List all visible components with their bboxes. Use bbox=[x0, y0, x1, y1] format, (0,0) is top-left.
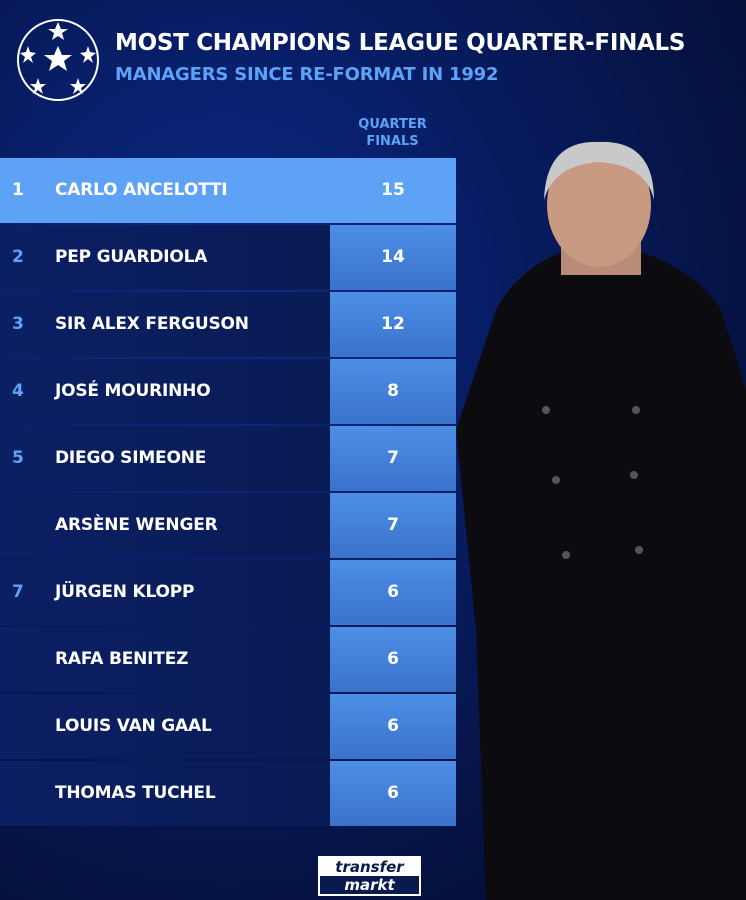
table-row: 2 PEP GUARDIOLA 14 bbox=[0, 225, 456, 290]
quarter-finals-value: 6 bbox=[330, 560, 456, 625]
quarter-finals-value: 6 bbox=[330, 761, 456, 826]
table-row: ARSÈNE WENGER 7 bbox=[0, 493, 456, 558]
table-row: 5 DIEGO SIMEONE 7 bbox=[0, 426, 456, 491]
manager-photo bbox=[456, 141, 746, 900]
rank-cell: 5 bbox=[12, 448, 24, 468]
manager-name: PEP GUARDIOLA bbox=[55, 247, 208, 267]
manager-name: JOSÉ MOURINHO bbox=[55, 381, 211, 401]
quarter-finals-value: 6 bbox=[330, 627, 456, 692]
table-row: RAFA BENITEZ 6 bbox=[0, 627, 456, 692]
column-header-line1: QUARTER bbox=[358, 117, 427, 132]
champions-league-starball-logo bbox=[17, 19, 99, 101]
rank-cell: 2 bbox=[12, 247, 24, 267]
column-header-quarter-finals: QUARTER FINALS bbox=[330, 116, 455, 150]
table-row: 3 SIR ALEX FERGUSON 12 bbox=[0, 292, 456, 357]
manager-name: CARLO ANCELOTTI bbox=[55, 180, 228, 200]
manager-name: LOUIS VAN GAAL bbox=[55, 716, 212, 736]
page-subtitle: MANAGERS SINCE RE-FORMAT IN 1992 bbox=[115, 64, 499, 85]
table-row: THOMAS TUCHEL 6 bbox=[0, 761, 456, 826]
manager-name: SIR ALEX FERGUSON bbox=[55, 314, 249, 334]
manager-name: ARSÈNE WENGER bbox=[55, 515, 218, 535]
manager-name: DIEGO SIMEONE bbox=[55, 448, 207, 468]
table-row: LOUIS VAN GAAL 6 bbox=[0, 694, 456, 759]
manager-name: THOMAS TUCHEL bbox=[55, 783, 216, 803]
manager-name: RAFA BENITEZ bbox=[55, 649, 189, 669]
transfermarkt-logo: transfer markt bbox=[318, 856, 421, 896]
logo-line2: markt bbox=[320, 876, 419, 894]
quarter-finals-value: 15 bbox=[381, 180, 405, 200]
column-header-line2: FINALS bbox=[366, 134, 419, 149]
table-row: 4 JOSÉ MOURINHO 8 bbox=[0, 359, 456, 424]
rank-cell: 7 bbox=[12, 582, 24, 602]
logo-line1: transfer bbox=[335, 858, 404, 876]
quarter-finals-value: 7 bbox=[330, 426, 456, 491]
rank-cell: 4 bbox=[12, 381, 24, 401]
quarter-finals-value: 14 bbox=[330, 225, 456, 290]
page-title: MOST CHAMPIONS LEAGUE QUARTER-FINALS bbox=[115, 30, 686, 56]
table-row: 1 CARLO ANCELOTTI 15 bbox=[0, 158, 456, 223]
manager-name: JÜRGEN KLOPP bbox=[55, 582, 195, 602]
table-row: 7 JÜRGEN KLOPP 6 bbox=[0, 560, 456, 625]
quarter-finals-value: 12 bbox=[330, 292, 456, 357]
quarter-finals-value: 7 bbox=[330, 493, 456, 558]
quarter-finals-value: 6 bbox=[330, 694, 456, 759]
rank-cell: 3 bbox=[12, 314, 24, 334]
rank-cell: 1 bbox=[12, 180, 24, 200]
quarter-finals-value: 8 bbox=[330, 359, 456, 424]
